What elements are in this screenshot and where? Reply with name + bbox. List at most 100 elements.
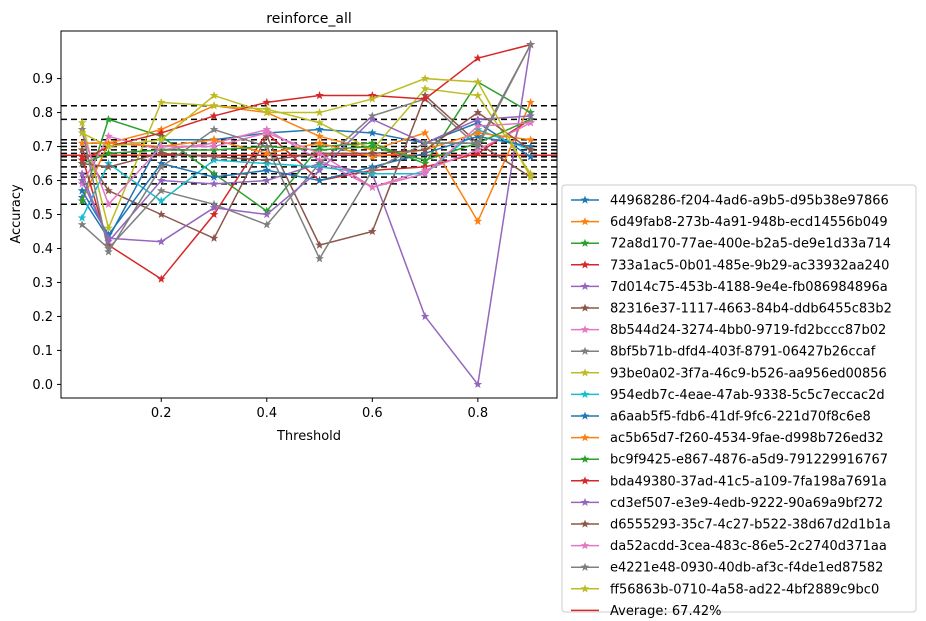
data-point: [526, 97, 535, 106]
legend-item: da52acdd-3cea-483c-86e5-2c2740d371aa: [571, 539, 887, 554]
legend-item: a6aab5f5-fdb6-41df-9fc6-221d70f8c6e8: [571, 410, 871, 425]
data-point: [156, 274, 166, 283]
data-point: [315, 176, 324, 185]
legend-item: ff56863b-0710-4a58-ad22-4bf2889c9bc0: [571, 582, 879, 597]
data-point: [262, 97, 272, 106]
data-point: [315, 165, 324, 174]
series: [77, 91, 535, 249]
y-tick-label: 0.1: [32, 344, 53, 359]
data-point: [420, 128, 430, 137]
data-point: [262, 131, 272, 140]
data-point: [526, 172, 535, 181]
data-point: [77, 213, 87, 222]
y-tick-label: 0.5: [32, 208, 53, 223]
chart-title: reinforce_all: [266, 11, 351, 27]
data-point: [368, 152, 377, 161]
legend: 44968286-f204-4ad6-a9b5-d95b38e97866 6d49…: [561, 184, 917, 619]
series-line: [81, 44, 532, 387]
y-axis-ticks: 0.0 0.1 0.2 0.3 0.4 0.5 0.6 0.7 0.8 0.9: [32, 72, 61, 393]
series-line: [81, 122, 531, 206]
data-point: [473, 142, 483, 151]
data-point: [209, 210, 219, 219]
data-point: [526, 118, 535, 127]
legend-item: 72a8d170-77ae-400e-b2a5-de9e1d33a714: [571, 237, 891, 252]
legend-label: 7d014c75-453b-4188-9e4e-fb086984896a: [610, 280, 888, 295]
data-point: [209, 135, 219, 144]
x-axis-ticks: 0.2 0.4 0.6 0.8: [151, 398, 488, 421]
y-tick-label: 0.8: [32, 106, 53, 121]
legend-label: bc9f9425-e867-4876-a5d9-791229916767: [610, 453, 888, 468]
legend-marker: [580, 217, 590, 226]
legend-marker: [580, 281, 590, 291]
data-point: [315, 125, 324, 134]
legend-item: 82316e37-1117-4663-84b4-ddb6455c83b2: [571, 302, 892, 317]
legend-marker: [580, 260, 590, 269]
legend-label: ff56863b-0710-4a58-ad22-4bf2889c9bc0: [610, 582, 879, 597]
data-point: [473, 91, 483, 100]
data-point: [209, 91, 219, 100]
data-point: [209, 142, 219, 151]
data-point: [156, 148, 166, 157]
legend-marker: [580, 389, 590, 399]
legend-label: ac5b65d7-f260-4534-9fae-d998b726ed32: [610, 431, 884, 446]
data-point: [473, 108, 483, 117]
data-point: [104, 233, 113, 242]
data-point: [77, 138, 87, 147]
legend-label: 44968286-f204-4ad6-a9b5-d95b38e97866: [610, 194, 889, 209]
series-line: [81, 43, 531, 161]
series-line: [81, 118, 531, 165]
series-line: [81, 44, 532, 250]
legend-label: 72a8d170-77ae-400e-b2a5-de9e1d33a714: [610, 237, 891, 252]
data-point: [77, 128, 87, 137]
data-point: [262, 220, 272, 229]
legend-marker: [580, 303, 590, 312]
legend-label: 82316e37-1117-4663-84b4-ddb6455c83b2: [610, 302, 892, 317]
series: [77, 40, 535, 263]
series-line: [81, 94, 532, 246]
data-point: [209, 155, 219, 164]
data-point: [156, 210, 166, 219]
data-point: [526, 135, 535, 144]
data-point: [156, 162, 166, 171]
legend-item: 7d014c75-453b-4188-9e4e-fb086984896a: [571, 280, 888, 295]
data-point: [526, 145, 535, 154]
series-line: [81, 44, 532, 261]
data-point: [104, 199, 113, 208]
data-point: [368, 114, 377, 123]
legend-marker: [580, 195, 590, 204]
legend-label: 954edb7c-4eae-47ab-9338-5c5c7eccac2d: [610, 388, 885, 403]
legend-marker: [580, 346, 590, 355]
legend-item: cd3ef507-e3e9-4edb-9222-90a69a9bf272: [571, 496, 883, 511]
legend-marker: [580, 476, 590, 485]
legend-item: bc9f9425-e867-4876-a5d9-791229916767: [571, 453, 888, 468]
data-point: [368, 165, 377, 174]
data-point: [473, 114, 483, 123]
data-point: [526, 40, 535, 49]
series-line: [81, 102, 532, 223]
series-line: [81, 135, 531, 237]
y-axis-label: Accuracy: [9, 184, 24, 244]
x-tick-label: 0.8: [468, 406, 489, 421]
legend-marker: [580, 584, 590, 593]
data-point: [473, 77, 483, 86]
data-point: [420, 94, 430, 103]
y-tick-label: 0.7: [32, 140, 53, 155]
data-point: [262, 165, 272, 174]
data-point: [209, 152, 219, 161]
data-point: [526, 111, 535, 120]
legend-marker: [580, 519, 590, 528]
legend-label: 733a1ac5-0b01-485e-9b29-ac33932aa240: [610, 258, 889, 273]
legend-item: e4221e48-0930-40db-af3c-f4de1ed87582: [571, 561, 883, 576]
legend-item: ac5b65d7-f260-4534-9fae-d998b726ed32: [571, 431, 884, 446]
data-point: [262, 142, 272, 151]
x-tick-label: 0.6: [362, 406, 383, 421]
data-point: [77, 179, 87, 188]
legend-item: 8b544d24-3274-4bb0-9719-fd2bccc87b02: [571, 323, 886, 338]
data-point: [209, 233, 219, 242]
data-point: [104, 186, 113, 195]
data-point: [420, 311, 430, 321]
data-point: [262, 155, 272, 164]
data-point: [315, 108, 324, 117]
data-point: [77, 159, 87, 168]
legend-marker: [580, 497, 590, 507]
